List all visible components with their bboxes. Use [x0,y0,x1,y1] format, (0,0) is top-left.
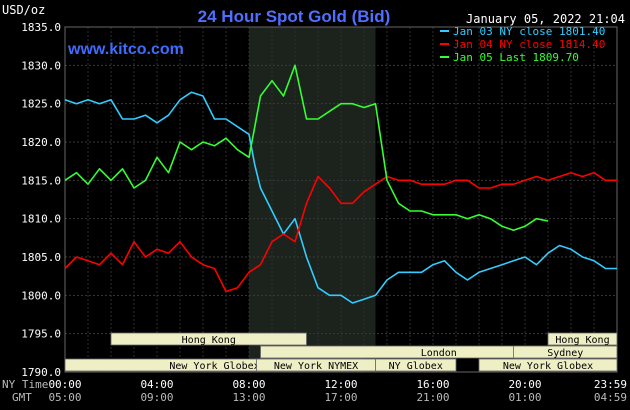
legend-entry: Jan 04 NY close 1814.40 [453,38,605,51]
x-tick-label-gmt: 21:00 [416,391,449,404]
x-tick-label-gmt: 05:00 [48,391,81,404]
chart-title: 24 Hour Spot Gold (Bid) [198,7,391,26]
x-tick-label: 00:00 [48,378,81,391]
series-line-3 [64,64,549,231]
x-tick-label: 08:00 [232,378,265,391]
market-session-bar [547,332,618,346]
y-tick-label: 1795.0 [21,328,61,341]
market-sessions: Hong Kong Hong Kong London Sydney New York G… [64,332,618,372]
y-tick-label: 1825.0 [21,98,61,111]
x-tick-label-gmt: 04:59 [594,391,627,404]
y-tick-label: 1835.0 [21,21,61,34]
market-session-bar [513,345,618,359]
market-session-bar [110,332,307,346]
series-line-1 [64,91,617,304]
timestamp: January 05, 2022 21:04 [466,12,625,26]
legend-entry: Jan 05 Last 1809.70 [453,51,579,64]
y-tick-label: 1790.0 [21,366,61,379]
x-tick-label: 23:59 [594,378,627,391]
y-tick-label: 1830.0 [21,59,61,72]
x-tick-label: 04:00 [140,378,173,391]
x-tick-label-gmt: 01:00 [508,391,541,404]
x-row-label-gmt: GMT [12,391,32,404]
x-tick-label: 16:00 [416,378,449,391]
y-unit-label: USD/oz [2,3,45,17]
plot-frame [64,26,618,373]
series-layer [64,64,617,304]
y-tick-label: 1800.0 [21,289,61,302]
y-tick-label: 1805.0 [21,251,61,264]
x-tick-label-gmt: 09:00 [140,391,173,404]
market-session-label: Hong Kong [555,335,609,346]
market-session-label: Sydney [547,348,583,359]
market-session-label: Hong Kong [182,335,236,346]
market-session-label: New York NYMEX [274,361,358,372]
market-session-label: NY Globex [389,361,443,372]
y-tick-label: 1820.0 [21,136,61,149]
series-line-2 [64,171,617,293]
x-tick-label: 20:00 [508,378,541,391]
x-tick-label-gmt: 13:00 [232,391,265,404]
market-session-label: London [421,348,457,359]
legend-entry: Jan 03 NY close 1801.40 [453,25,605,38]
y-axis-labels: 1835.0 1830.0 1825.0 1820.0 1815.0 1810.0 1805… [21,21,61,379]
market-session-bar [375,358,457,372]
y-tick-label: 1815.0 [21,174,61,187]
market-session-bar [478,358,618,372]
market-session-label: New York Globex [503,361,593,372]
x-row-label-ny: NY Time [2,378,48,391]
market-session-label: New York Globex [169,361,259,372]
x-tick-label: 12:00 [324,378,357,391]
x-tick-label-gmt: 17:00 [324,391,357,404]
watermark-url: www.kitco.com [67,41,184,58]
y-tick-label: 1810.0 [21,213,61,226]
